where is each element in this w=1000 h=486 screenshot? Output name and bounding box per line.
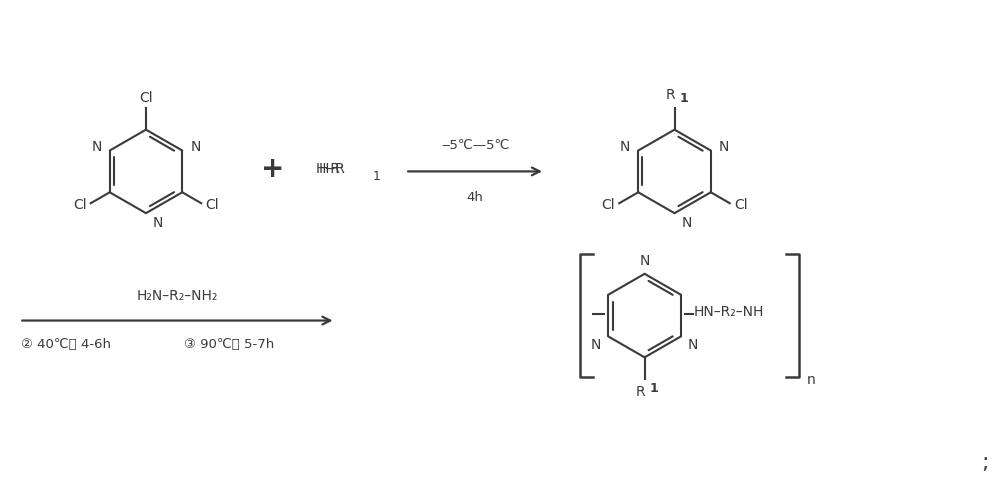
Text: N: N <box>681 216 692 230</box>
Text: +: + <box>261 156 284 183</box>
Text: ;: ; <box>981 452 989 473</box>
Text: N: N <box>91 139 102 154</box>
Text: R: R <box>666 88 675 102</box>
Text: HN–R₂–NH: HN–R₂–NH <box>694 305 764 319</box>
Text: 1: 1 <box>679 92 688 105</box>
Text: N: N <box>688 338 698 352</box>
Text: Cl: Cl <box>602 198 615 212</box>
Text: H₂N–R₂–NH₂: H₂N–R₂–NH₂ <box>137 289 218 303</box>
Text: Cl: Cl <box>205 198 219 212</box>
Text: H–R: H–R <box>319 162 345 176</box>
Text: 1: 1 <box>649 382 658 395</box>
Text: N: N <box>719 139 729 154</box>
Text: n: n <box>807 373 816 387</box>
Text: Cl: Cl <box>73 198 87 212</box>
Text: Cl: Cl <box>734 198 747 212</box>
Text: R: R <box>636 385 645 399</box>
Text: 4h: 4h <box>467 191 484 204</box>
Text: 1: 1 <box>372 170 380 183</box>
Text: H-R: H-R <box>316 162 340 176</box>
Text: N: N <box>190 139 201 154</box>
Text: N: N <box>591 338 601 352</box>
Text: N: N <box>620 139 630 154</box>
Text: ② 40℃， 4-6h: ② 40℃， 4-6h <box>21 338 111 351</box>
Text: Cl: Cl <box>139 91 153 105</box>
Text: ‒5℃—5℃: ‒5℃—5℃ <box>441 139 509 152</box>
Text: ③ 90℃， 5-7h: ③ 90℃， 5-7h <box>184 338 274 351</box>
Text: N: N <box>639 254 650 268</box>
Text: N: N <box>153 216 163 230</box>
